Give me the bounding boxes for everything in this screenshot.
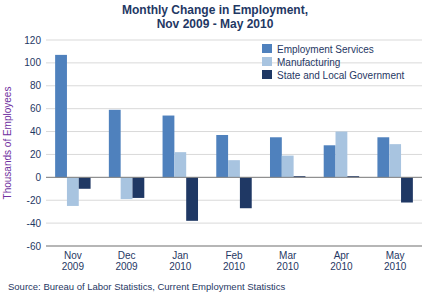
- text-line: Dec: [118, 250, 136, 261]
- x-tick-label: Nov2009: [62, 250, 85, 272]
- text-line: 2009: [62, 261, 85, 272]
- bar: [270, 137, 282, 177]
- text-line: Feb: [225, 250, 243, 261]
- bar: [67, 177, 79, 206]
- bar: [55, 55, 67, 177]
- bar: [216, 135, 228, 177]
- y-tick-label: 120: [24, 35, 41, 46]
- bar: [336, 132, 348, 178]
- bar: [132, 177, 144, 198]
- background: [0, 0, 430, 296]
- text-line: Monthly Change in Employment,: [122, 3, 308, 17]
- text-line: 2010: [330, 261, 353, 272]
- grid-line: [46, 131, 422, 132]
- text-line: Nov 2009 - May 2010: [157, 17, 274, 31]
- legend: Employment Services Manufacturing State an…: [262, 44, 405, 81]
- x-tick-label: Mar2010: [277, 250, 300, 272]
- legend-label: Employment Services: [277, 44, 374, 55]
- bar: [282, 156, 294, 178]
- source-note: Source: Bureau of Labor Statistics, Curr…: [8, 281, 285, 292]
- chart-svg: Monthly Change in Employment,Nov 2009 - …: [0, 0, 430, 296]
- text-line: Nov: [64, 250, 82, 261]
- zero-line: [46, 177, 422, 178]
- bar: [401, 177, 413, 202]
- chart-container: Monthly Change in Employment,Nov 2009 - …: [0, 0, 430, 296]
- x-tick-label: May2010: [384, 250, 407, 272]
- grid-line: [46, 108, 422, 109]
- bar: [324, 145, 336, 177]
- x-tick-label: Dec2009: [115, 250, 138, 272]
- x-tick-label: Feb2010: [223, 250, 246, 272]
- y-axis-label: Thousands of Employees: [2, 87, 13, 200]
- y-tick-label: -20: [27, 195, 42, 206]
- grid-line: [46, 177, 422, 178]
- text-line: 2010: [223, 261, 246, 272]
- text-line: May: [386, 250, 405, 261]
- grid-line: [46, 246, 422, 247]
- bar: [79, 177, 91, 188]
- grid-line: [46, 223, 422, 224]
- bar: [240, 177, 252, 208]
- y-tick-label: 60: [30, 103, 42, 114]
- legend-label: State and Local Government: [277, 70, 405, 81]
- bar: [377, 137, 389, 177]
- x-tick-label: Jan2010: [169, 250, 192, 272]
- grid-line: [46, 200, 422, 201]
- legend-label: Manufacturing: [277, 57, 340, 68]
- title: Monthly Change in Employment,Nov 2009 - …: [122, 3, 308, 31]
- y-tick-label: -40: [27, 218, 42, 229]
- text-line: Mar: [279, 250, 297, 261]
- bar: [389, 144, 401, 177]
- y-tick-label: 0: [35, 172, 41, 183]
- bar: [121, 177, 133, 199]
- grid-line: [46, 85, 422, 86]
- text-line: 2010: [169, 261, 192, 272]
- bar: [163, 116, 175, 178]
- x-tick-label: Apr2010: [330, 250, 353, 272]
- y-tick-label: -60: [27, 241, 42, 252]
- bar: [186, 177, 198, 220]
- legend-swatch: [262, 70, 272, 79]
- grid-line: [46, 40, 422, 41]
- text-line: 2010: [384, 261, 407, 272]
- y-tick-label: 20: [30, 149, 42, 160]
- text-line: Jan: [172, 250, 188, 261]
- text-line: 2009: [115, 261, 138, 272]
- grid: [46, 40, 422, 246]
- bars: [55, 55, 413, 221]
- y-tick-label: 40: [30, 126, 42, 137]
- bar: [174, 152, 186, 177]
- bar: [109, 110, 121, 178]
- x-axis-line: [46, 246, 422, 247]
- bar: [228, 160, 240, 177]
- text-line: Apr: [334, 250, 350, 261]
- legend-swatch: [262, 57, 272, 66]
- text-line: 2010: [277, 261, 300, 272]
- grid-line: [46, 154, 422, 155]
- legend-swatch: [262, 44, 272, 53]
- grid-line: [46, 62, 422, 63]
- y-tick-label: 80: [30, 80, 42, 91]
- y-tick-label: 100: [24, 57, 41, 68]
